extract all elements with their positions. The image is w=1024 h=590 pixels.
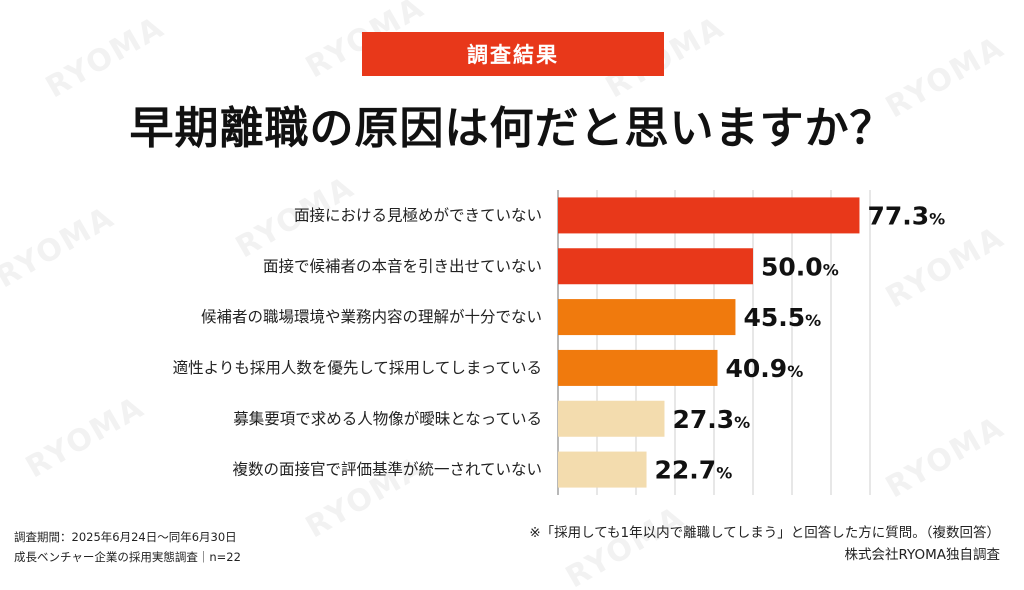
category-label: 面接における見極めができていない <box>294 206 542 224</box>
source-credit: 株式会社RYOMA独自調査 <box>844 547 1000 563</box>
category-label: 募集要項で求める人物像が曖昧となっている <box>233 410 542 428</box>
bar <box>558 248 753 285</box>
question-note: ※「採用しても1年以内で離職してしまう」と回答した方に質問。（複数回答） <box>529 525 1000 541</box>
bar <box>558 349 718 386</box>
value-label: 27.3% <box>672 405 750 434</box>
value-label: 50.0% <box>761 252 839 281</box>
category-label: 候補者の職場環境や業務内容の理解が十分でない <box>201 307 542 326</box>
survey-name: 成長ベンチャー企業の採用実態調査｜n=22 <box>14 550 241 564</box>
bar <box>558 299 736 336</box>
bar <box>558 451 647 488</box>
survey-info: 調査期間：2025年6月24日〜同年6月30日 成長ベンチャー企業の採用実態調査… <box>14 527 241 567</box>
result-badge: 調査結果 <box>362 32 664 76</box>
value-label: 45.5% <box>743 303 821 332</box>
survey-period: 調査期間：2025年6月24日〜同年6月30日 <box>14 530 237 544</box>
value-label: 22.7% <box>655 456 733 485</box>
category-label: 複数の面接官で評価基準が統一されていない <box>232 461 542 479</box>
bar <box>558 197 860 234</box>
page-title: 早期離職の原因は何だと思いますか？ <box>129 103 895 154</box>
survey-note: ※「採用しても1年以内で離職してしまう」と回答した方に質問。（複数回答） 株式会… <box>529 522 1000 566</box>
value-label: 77.3% <box>867 201 945 230</box>
category-label: 面接で候補者の本音を引き出せていない <box>263 257 542 275</box>
bar <box>558 400 665 437</box>
category-label: 適性よりも採用人数を優先して採用してしまっている <box>173 359 542 377</box>
value-label: 40.9% <box>726 354 804 383</box>
